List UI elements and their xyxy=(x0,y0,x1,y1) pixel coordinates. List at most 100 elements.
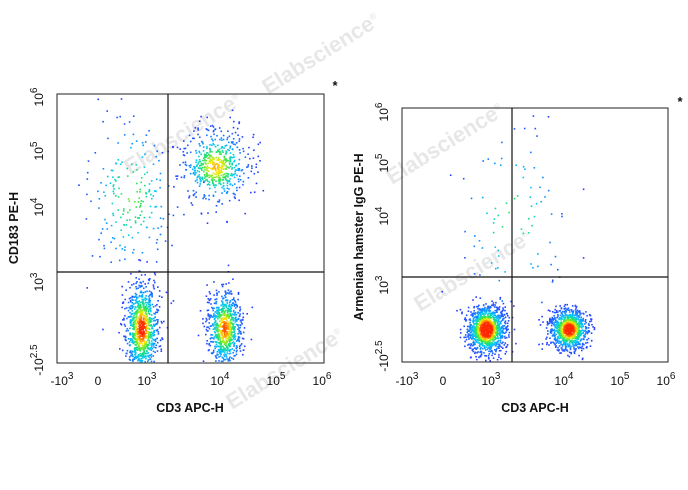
event-point xyxy=(135,286,137,288)
event-point xyxy=(206,301,209,304)
event-point xyxy=(487,339,490,342)
event-point xyxy=(139,309,142,312)
event-point xyxy=(548,322,551,324)
event-point xyxy=(467,306,470,309)
event-point xyxy=(567,307,570,309)
event-point xyxy=(138,300,140,302)
event-point xyxy=(196,176,199,179)
event-point xyxy=(568,355,571,358)
event-point xyxy=(498,347,500,349)
event-point xyxy=(488,340,490,343)
event-point xyxy=(459,308,462,311)
event-point xyxy=(231,318,234,320)
event-point xyxy=(571,317,574,319)
event-point xyxy=(198,161,200,163)
event-point xyxy=(215,333,218,336)
event-point xyxy=(467,335,469,337)
event-point xyxy=(498,255,500,257)
event-point xyxy=(233,329,235,331)
event-point xyxy=(198,159,201,161)
event-point xyxy=(130,305,132,307)
event-point xyxy=(494,337,497,339)
event-point xyxy=(129,209,131,211)
event-point xyxy=(472,348,474,350)
event-point xyxy=(226,187,229,190)
event-point xyxy=(489,312,491,315)
event-point xyxy=(574,312,577,315)
event-point xyxy=(560,352,562,354)
event-point xyxy=(143,298,145,301)
event-point xyxy=(528,217,530,220)
event-point xyxy=(123,224,126,226)
event-point xyxy=(129,319,132,321)
event-point xyxy=(485,320,488,322)
event-point xyxy=(582,188,585,191)
event-point xyxy=(227,322,229,325)
event-point xyxy=(556,320,559,323)
event-point xyxy=(237,328,239,330)
event-point xyxy=(216,171,219,174)
event-point xyxy=(222,176,224,179)
event-point xyxy=(221,320,223,322)
event-point xyxy=(222,313,224,315)
event-point xyxy=(472,320,474,322)
event-point xyxy=(483,322,485,325)
event-point xyxy=(571,314,574,317)
event-point xyxy=(135,339,138,342)
event-point xyxy=(142,200,144,203)
event-point xyxy=(148,328,151,330)
event-point xyxy=(133,248,135,251)
event-point xyxy=(139,334,141,337)
event-point xyxy=(501,310,503,313)
event-point xyxy=(184,161,187,163)
event-point xyxy=(148,189,151,191)
event-point xyxy=(584,329,587,332)
event-point xyxy=(140,353,143,356)
event-point xyxy=(195,196,197,198)
event-point xyxy=(467,336,469,338)
event-point xyxy=(490,312,492,315)
y-tick-label: 104 xyxy=(374,206,391,225)
event-point xyxy=(131,302,134,304)
event-point xyxy=(572,345,574,347)
event-point xyxy=(131,307,134,310)
event-point xyxy=(225,305,227,307)
event-point xyxy=(562,315,564,317)
event-point xyxy=(498,279,501,282)
event-point xyxy=(209,148,211,150)
event-point xyxy=(481,323,483,325)
event-point xyxy=(146,339,149,342)
event-point xyxy=(207,170,210,172)
event-point xyxy=(466,331,468,334)
event-point xyxy=(192,172,195,175)
event-point xyxy=(497,267,499,269)
event-point xyxy=(145,226,148,229)
event-point xyxy=(480,318,482,321)
event-point xyxy=(220,304,222,307)
event-point xyxy=(86,287,88,289)
event-point xyxy=(209,143,211,146)
event-point xyxy=(527,232,530,234)
event-point xyxy=(237,134,239,136)
event-point xyxy=(134,313,136,315)
event-point xyxy=(226,346,228,349)
event-point xyxy=(222,298,224,300)
event-point xyxy=(493,343,495,346)
event-point xyxy=(220,314,222,317)
event-point xyxy=(115,162,117,165)
event-point xyxy=(570,329,573,332)
event-point xyxy=(488,306,491,309)
event-point xyxy=(238,186,241,189)
event-point xyxy=(236,169,238,171)
event-point xyxy=(485,346,488,348)
event-point xyxy=(191,204,194,206)
event-point xyxy=(479,322,481,325)
event-point xyxy=(105,222,108,224)
event-point xyxy=(139,281,142,284)
event-point xyxy=(140,321,143,323)
event-point xyxy=(557,315,559,317)
event-point xyxy=(494,162,496,165)
event-point xyxy=(537,253,539,255)
event-point xyxy=(137,346,140,348)
event-point xyxy=(592,326,594,328)
